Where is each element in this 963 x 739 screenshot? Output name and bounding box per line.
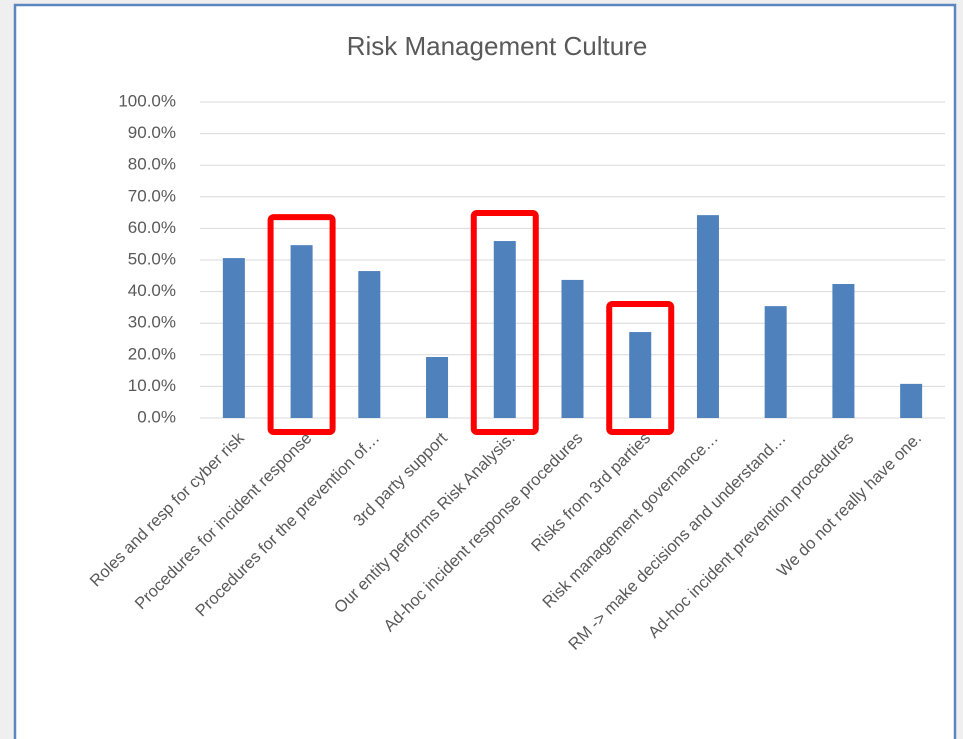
highlight-box — [606, 301, 675, 436]
y-tick-label: 40.0% — [128, 281, 176, 300]
y-tick-label: 90.0% — [128, 123, 176, 142]
bar — [764, 306, 787, 418]
y-tick-label: 20.0% — [128, 344, 176, 363]
chart-title: Risk Management Culture — [347, 31, 648, 61]
bar — [832, 284, 855, 418]
y-tick-label: 60.0% — [128, 218, 176, 237]
y-tick-label: 80.0% — [128, 155, 176, 174]
bar — [629, 332, 652, 418]
y-tick-label: 70.0% — [128, 186, 176, 205]
chart-panel — [13, 3, 957, 739]
y-tick-label: 0.0% — [137, 407, 176, 426]
bar — [561, 279, 584, 418]
y-tick-label: 50.0% — [128, 249, 176, 268]
bar — [493, 241, 516, 418]
bar — [696, 215, 719, 418]
highlight-box — [470, 210, 539, 435]
bar — [900, 383, 923, 418]
bar — [290, 245, 313, 418]
bar — [426, 357, 449, 418]
bar — [222, 258, 245, 418]
y-tick-label: 30.0% — [128, 313, 176, 332]
highlight-box — [267, 214, 336, 435]
y-tick-label: 100.0% — [118, 91, 176, 110]
y-tick-label: 10.0% — [128, 376, 176, 395]
bar — [358, 271, 381, 418]
